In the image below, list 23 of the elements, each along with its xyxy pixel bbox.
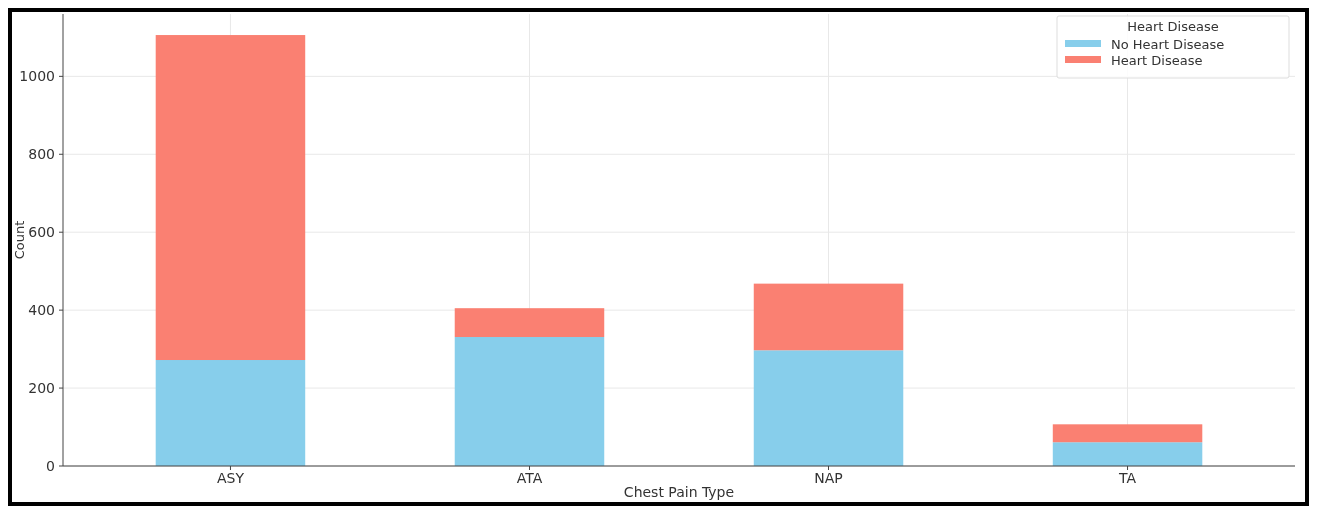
legend-label: No Heart Disease xyxy=(1111,36,1225,52)
bar xyxy=(454,308,605,338)
y-tick-label: 400 xyxy=(28,302,55,319)
bar xyxy=(454,337,605,466)
x-tick-label: NAP xyxy=(814,470,843,486)
y-tick-label: 800 xyxy=(28,146,55,163)
y-tick-label: 600 xyxy=(28,224,55,241)
bar xyxy=(155,35,306,361)
legend-label: Heart Disease xyxy=(1111,52,1203,68)
x-axis-title: Chest Pain Type xyxy=(623,484,735,500)
bar xyxy=(1052,442,1203,466)
bar xyxy=(1052,424,1203,443)
y-axis-title: Count xyxy=(12,220,27,260)
y-tick-label: 0 xyxy=(46,457,55,474)
x-tick-label: ATA xyxy=(516,470,543,486)
x-tick-label: ASY xyxy=(216,470,245,486)
y-tick-label: 200 xyxy=(28,379,55,396)
bar xyxy=(753,350,904,466)
legend-title: Heart Disease xyxy=(1127,19,1219,34)
bar xyxy=(155,360,306,466)
y-tick-label: 1000 xyxy=(19,68,55,85)
x-tick-label: TA xyxy=(1118,470,1137,486)
bar xyxy=(753,283,904,351)
